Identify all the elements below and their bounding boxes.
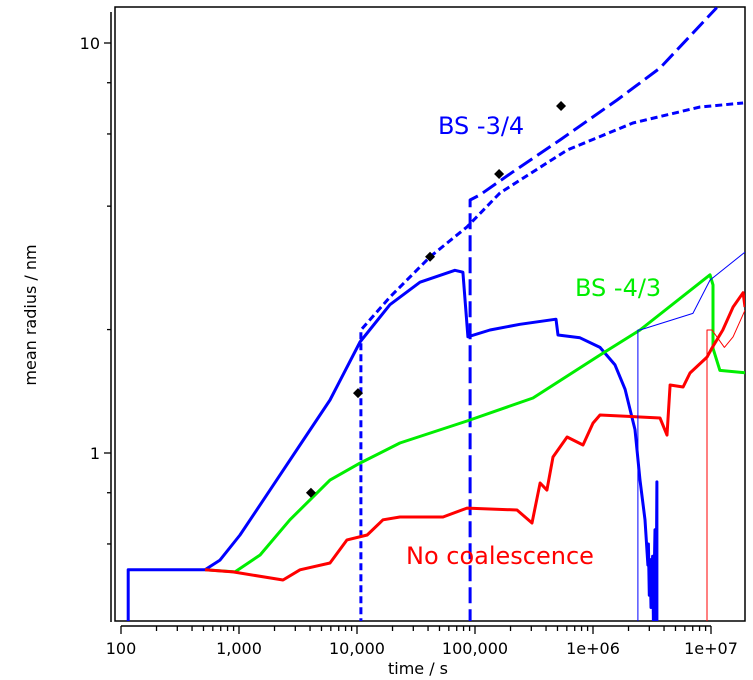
x-tick-label: 10,000 (329, 639, 385, 658)
data-point-marker (494, 169, 505, 180)
marker-layer (305, 101, 567, 498)
series-line-bs-3-4-long-dash (468, 7, 718, 621)
series-line-bs-3-4-short-dash (359, 101, 744, 621)
x-tick-label: 1e+06 (566, 639, 620, 658)
y-axis-title: mean radius / nm (21, 244, 40, 385)
annotation-bs-4-3: BS -4/3 (575, 274, 661, 302)
y-tick-label: 1 (90, 444, 100, 463)
axes: 100 1,000 10,000 100,000 1e+06 1e+07 1 10 (80, 12, 738, 658)
series-line-thin-red (706, 309, 745, 621)
annotation-no-coalescence: No coalescence (406, 542, 594, 570)
series-line-bs-4-3 (204, 273, 745, 574)
x-axis-title: time / s (388, 659, 448, 678)
series-layer (126, 7, 745, 621)
annotation-bs-3-4: BS -3/4 (438, 112, 524, 140)
series-line-thin-blue (637, 251, 745, 621)
data-point-marker (353, 388, 364, 399)
data-point-marker (425, 251, 436, 262)
plot-frame (114, 6, 746, 622)
data-point-marker (305, 487, 316, 498)
y-tick-label: 10 (80, 34, 100, 53)
data-point-marker (556, 101, 567, 112)
x-tick-label: 100 (106, 639, 137, 658)
x-tick-label: 100,000 (442, 639, 508, 658)
series-line-bs-3-4-solid (126, 268, 659, 621)
x-tick-label: 1,000 (216, 639, 262, 658)
x-tick-label: 1e+07 (684, 639, 738, 658)
